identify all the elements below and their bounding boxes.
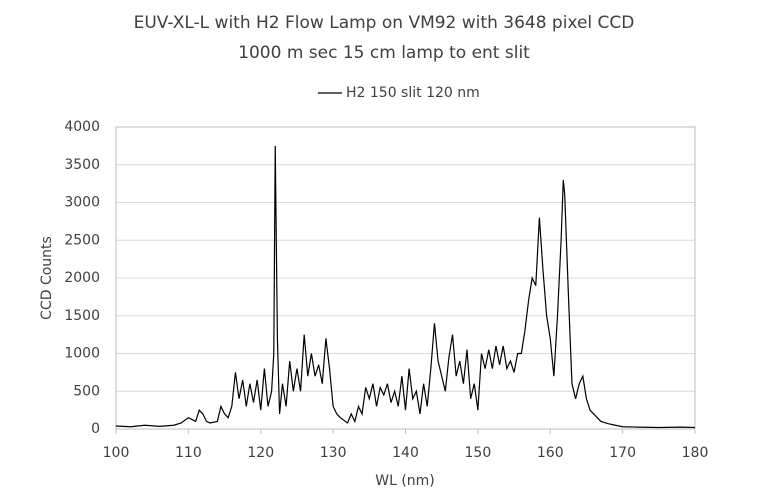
x-tick-label: 150 — [465, 445, 492, 461]
data-line — [115, 145, 696, 429]
y-tick-label: 2000 — [64, 270, 100, 286]
chart-title: EUV-XL-L with H2 Flow Lamp on VM92 with … — [134, 13, 635, 33]
y-tick-label: 500 — [73, 383, 100, 399]
x-tick-label: 130 — [320, 445, 347, 461]
y-tick-label: 3000 — [64, 195, 100, 211]
y-tick-label: 0 — [91, 421, 100, 437]
y-axis-label: CCD Counts — [39, 236, 55, 320]
x-tick-label: 180 — [682, 445, 709, 461]
x-tick-label: 100 — [103, 445, 130, 461]
x-tick-label: 170 — [609, 445, 636, 461]
y-tick-label: 1500 — [64, 308, 100, 324]
x-axis-label: WL (nm) — [375, 473, 435, 489]
plot-border — [115, 126, 696, 430]
y-tick-label: 4000 — [64, 119, 100, 135]
y-tick-label: 1000 — [64, 346, 100, 362]
legend-label: H2 150 slit 120 nm — [346, 85, 480, 101]
x-tick-label: 110 — [175, 445, 202, 461]
y-tick-label: 2500 — [64, 232, 100, 248]
x-tick-label: 140 — [392, 445, 419, 461]
x-tick-label: 120 — [247, 445, 274, 461]
x-tick-label: 160 — [537, 445, 564, 461]
y-tick-label: 3500 — [64, 157, 100, 173]
chart-subtitle: 1000 m sec 15 cm lamp to ent slit — [238, 43, 530, 63]
